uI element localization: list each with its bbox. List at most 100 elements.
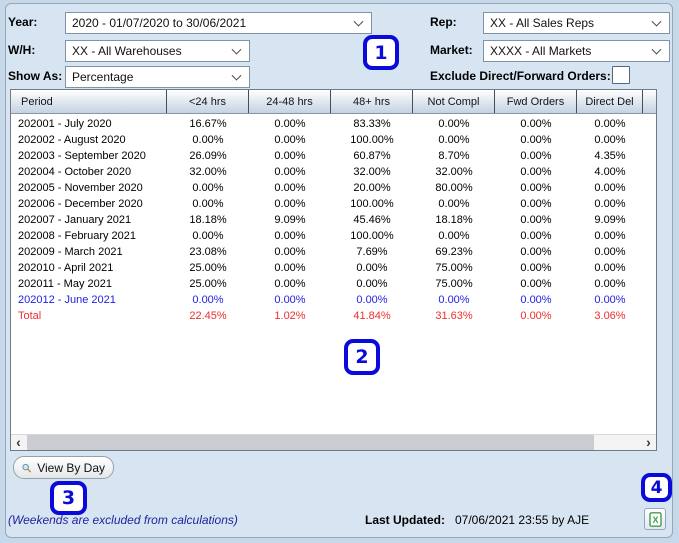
value-cell: 75.00%	[435, 262, 473, 274]
value-cell: 0.00%	[520, 310, 552, 322]
value-cell: 3.06%	[594, 310, 626, 322]
value-cell: 45.46%	[353, 214, 391, 226]
value-cell: 0.00%	[594, 278, 626, 290]
value-cell: 0.00%	[274, 294, 306, 306]
value-cell: 0.00%	[192, 230, 224, 242]
value-cell: 0.00%	[438, 294, 470, 306]
column-header[interactable]: 48+ hrs	[331, 90, 413, 113]
export-excel-button[interactable]: X	[644, 508, 666, 530]
exclude-orders-checkbox[interactable]	[612, 66, 630, 84]
chevron-down-icon	[353, 16, 364, 27]
column-header[interactable]: Period	[11, 90, 167, 113]
value-cell: 4.00%	[594, 166, 626, 178]
value-cell: 0.00%	[192, 198, 224, 210]
value-cell: 1.02%	[274, 310, 306, 322]
value-cell: 25.00%	[189, 262, 227, 274]
value-cell: 0.00%	[356, 262, 388, 274]
period-cell: 202007 - January 2021	[18, 214, 132, 226]
rep-select-value: XX - All Sales Reps	[490, 16, 595, 30]
period-cell: 202003 - September 2020	[18, 150, 146, 162]
warehouse-select[interactable]: XX - All Warehouses	[65, 40, 250, 62]
period-cell: Total	[18, 310, 42, 322]
svg-text:X: X	[652, 515, 658, 525]
value-cell: 0.00%	[274, 118, 306, 130]
callout-4: 4	[641, 473, 672, 502]
scroll-left-icon[interactable]: ‹	[16, 434, 21, 450]
period-cell: 202001 - July 2020	[18, 118, 112, 130]
period-cell: 202008 - February 2021	[18, 230, 137, 242]
value-cell: 18.18%	[435, 214, 473, 226]
value-cell: 0.00%	[594, 294, 626, 306]
view-by-day-label: View By Day	[37, 460, 105, 475]
table-row: 202005 - November 2020 0.00% 0.00% 20.00% 80…	[11, 180, 656, 196]
horizontal-scrollbar[interactable]: ‹ ›	[11, 434, 656, 450]
value-cell: 0.00%	[438, 134, 470, 146]
table-row: 202003 - September 2020 26.09% 0.00% 60.87%…	[11, 148, 656, 164]
value-cell: 0.00%	[274, 166, 306, 178]
table-row: 202002 - August 2020 0.00% 0.00% 100.00% 0.0…	[11, 132, 656, 148]
warehouse-label: W/H:	[8, 43, 36, 57]
table-total-row: Total 22.45% 1.02% 41.84% 31.63% 0.00% 3.06%	[11, 308, 656, 324]
rep-label: Rep:	[430, 15, 457, 29]
year-select[interactable]: 2020 - 01/07/2020 to 30/06/2021	[65, 12, 372, 34]
period-cell: 202012 - June 2021	[18, 294, 116, 306]
value-cell: 60.87%	[353, 150, 391, 162]
column-header[interactable]: Fwd Orders	[495, 90, 577, 113]
market-select[interactable]: XXXX - All Markets	[483, 40, 670, 62]
table-row: 202007 - January 2021 18.18% 9.09% 45.46% 18…	[11, 212, 656, 228]
last-updated-label: Last Updated:	[365, 513, 446, 527]
column-header[interactable]: <24 hrs	[167, 90, 249, 113]
period-cell: 202009 - March 2021	[18, 246, 123, 258]
value-cell: 20.00%	[353, 182, 391, 194]
value-cell: 32.00%	[189, 166, 227, 178]
column-header[interactable]: Not Compl	[413, 90, 495, 113]
value-cell: 7.69%	[356, 246, 388, 258]
value-cell: 69.23%	[435, 246, 473, 258]
chevron-down-icon	[651, 16, 662, 27]
table-row: 202008 - February 2021 0.00% 0.00% 100.00% 0…	[11, 228, 656, 244]
column-header[interactable]: 24-48 hrs	[249, 90, 331, 113]
value-cell: 0.00%	[274, 262, 306, 274]
chevron-down-icon	[231, 70, 242, 81]
chevron-down-icon	[231, 44, 242, 55]
column-header[interactable]: Direct Del	[577, 90, 643, 113]
scroll-right-icon[interactable]: ›	[646, 434, 651, 450]
warehouse-select-value: XX - All Warehouses	[72, 44, 182, 58]
value-cell: 0.00%	[520, 278, 552, 290]
value-cell: 0.00%	[520, 262, 552, 274]
value-cell: 100.00%	[350, 230, 394, 242]
show-as-select[interactable]: Percentage	[65, 66, 250, 88]
value-cell: 0.00%	[274, 150, 306, 162]
value-cell: 0.00%	[520, 166, 552, 178]
weekends-note: (Weekends are excluded from calculations…	[8, 513, 238, 527]
value-cell: 0.00%	[520, 198, 552, 210]
table-row: 202006 - December 2020 0.00% 0.00% 100.00% 0…	[11, 196, 656, 212]
value-cell: 0.00%	[192, 134, 224, 146]
period-cell: 202011 - May 2021	[18, 278, 112, 290]
magnifier-icon	[22, 463, 31, 472]
rep-select[interactable]: XX - All Sales Reps	[483, 12, 670, 34]
value-cell: 0.00%	[274, 198, 306, 210]
value-cell: 0.00%	[274, 134, 306, 146]
value-cell: 25.00%	[189, 278, 227, 290]
show-as-label: Show As:	[8, 69, 63, 83]
value-cell: 83.33%	[353, 118, 391, 130]
value-cell: 0.00%	[356, 294, 388, 306]
scrollbar-thumb[interactable]	[27, 435, 594, 450]
value-cell: 0.00%	[274, 278, 306, 290]
value-cell: 0.00%	[192, 182, 224, 194]
value-cell: 31.63%	[435, 310, 473, 322]
value-cell: 26.09%	[189, 150, 227, 162]
view-by-day-button[interactable]: View By Day	[13, 456, 114, 479]
value-cell: 0.00%	[438, 118, 470, 130]
callout-1: 1	[363, 35, 399, 70]
value-cell: 0.00%	[520, 150, 552, 162]
value-cell: 23.08%	[189, 246, 227, 258]
table-row: 202012 - June 2021 0.00% 0.00% 0.00% 0.00% 0.…	[11, 292, 656, 308]
table-row: 202010 - April 2021 25.00% 0.00% 0.00% 75.00…	[11, 260, 656, 276]
table-row: 202004 - October 2020 32.00% 0.00% 32.00% 32…	[11, 164, 656, 180]
value-cell: 32.00%	[435, 166, 473, 178]
value-cell: 0.00%	[274, 182, 306, 194]
chevron-down-icon	[651, 44, 662, 55]
value-cell: 0.00%	[520, 134, 552, 146]
